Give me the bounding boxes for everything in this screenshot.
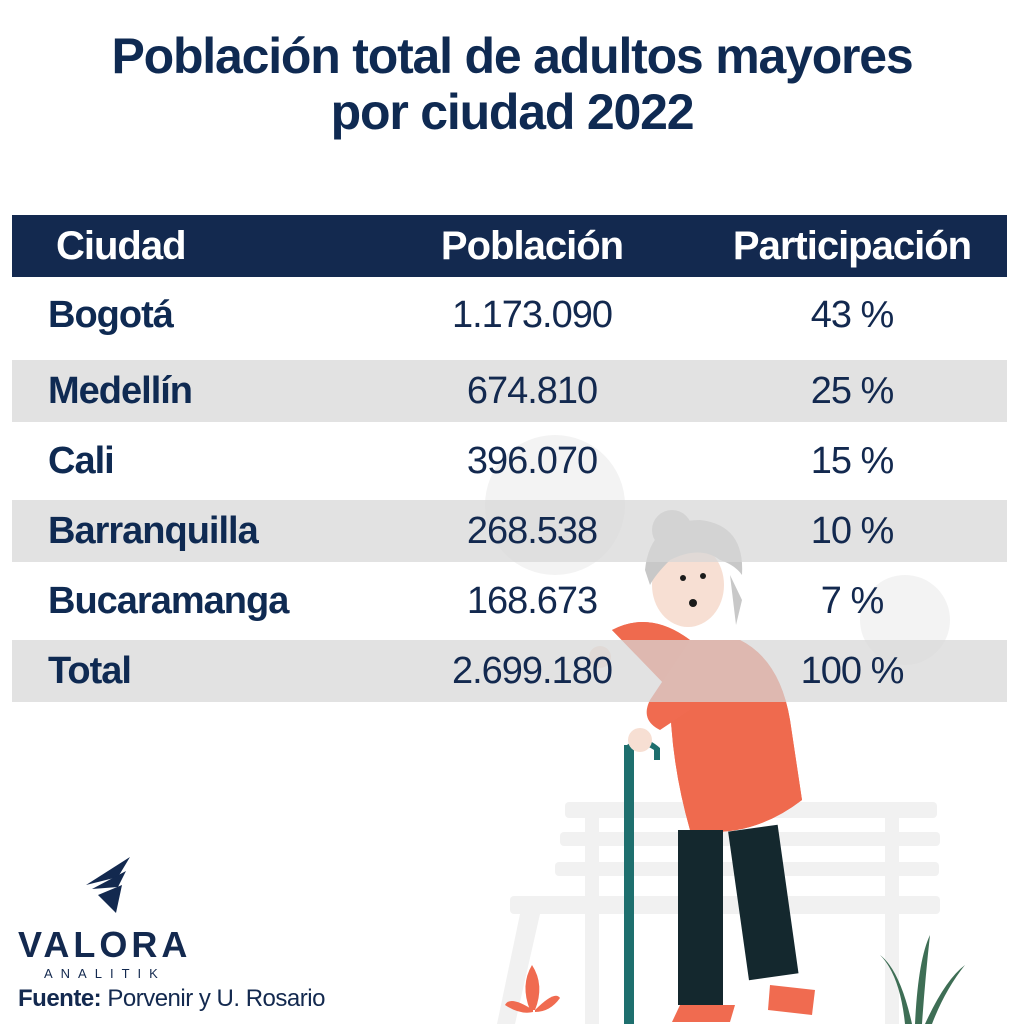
header-participacion: Participación — [732, 223, 972, 268]
row-population: 268.538 — [466, 509, 598, 552]
row-share: 7 % — [820, 579, 884, 622]
row-population: 168.673 — [466, 579, 598, 622]
row-population: 1.173.090 — [451, 293, 613, 336]
table-row: Barranquilla 268.538 10 % — [12, 500, 1007, 562]
source-text: Porvenir y U. Rosario — [101, 985, 325, 1012]
source-label: Fuente: — [18, 985, 102, 1012]
row-city: Cali — [48, 439, 115, 482]
logo-sub: ANALITIK — [44, 966, 166, 981]
row-city: Bucaramanga — [48, 579, 289, 622]
header-poblacion: Población — [440, 223, 624, 268]
row-share: 25 % — [810, 369, 895, 412]
chart-title: Población total de adultos mayores por c… — [0, 28, 1024, 140]
row-share: 100 % — [800, 649, 905, 692]
title-line-2: por ciudad 2022 — [330, 84, 695, 140]
table-row: Bogotá 1.173.090 43 % — [12, 277, 1007, 353]
row-city: Total — [48, 649, 132, 692]
logo-brand: VALORA — [18, 924, 192, 965]
table-row-total: Total 2.699.180 100 % — [12, 640, 1007, 702]
row-population: 396.070 — [466, 439, 598, 482]
table-row: Bucaramanga 168.673 7 % — [12, 569, 1007, 633]
logo-mark-icon — [86, 857, 130, 913]
row-population: 2.699.180 — [451, 649, 613, 692]
row-city: Bogotá — [48, 293, 174, 336]
header-ciudad: Ciudad — [56, 223, 187, 268]
title-line-1: Población total de adultos mayores — [111, 28, 913, 84]
population-table: Ciudad Población Participación Bogotá 1.… — [12, 215, 1007, 709]
source-note: Fuente: Porvenir y U. Rosario — [18, 985, 325, 1013]
table-row: Cali 396.070 15 % — [12, 429, 1007, 493]
row-share: 10 % — [810, 509, 895, 552]
table-row: Medellín 674.810 25 % — [12, 360, 1007, 422]
valora-logo: VALORA ANALITIK — [18, 855, 188, 981]
table-header: Ciudad Población Participación — [12, 215, 1007, 277]
row-city: Barranquilla — [48, 509, 259, 552]
row-share: 15 % — [810, 439, 895, 482]
row-city: Medellín — [48, 369, 193, 412]
row-share: 43 % — [810, 293, 895, 336]
row-population: 674.810 — [466, 369, 598, 412]
